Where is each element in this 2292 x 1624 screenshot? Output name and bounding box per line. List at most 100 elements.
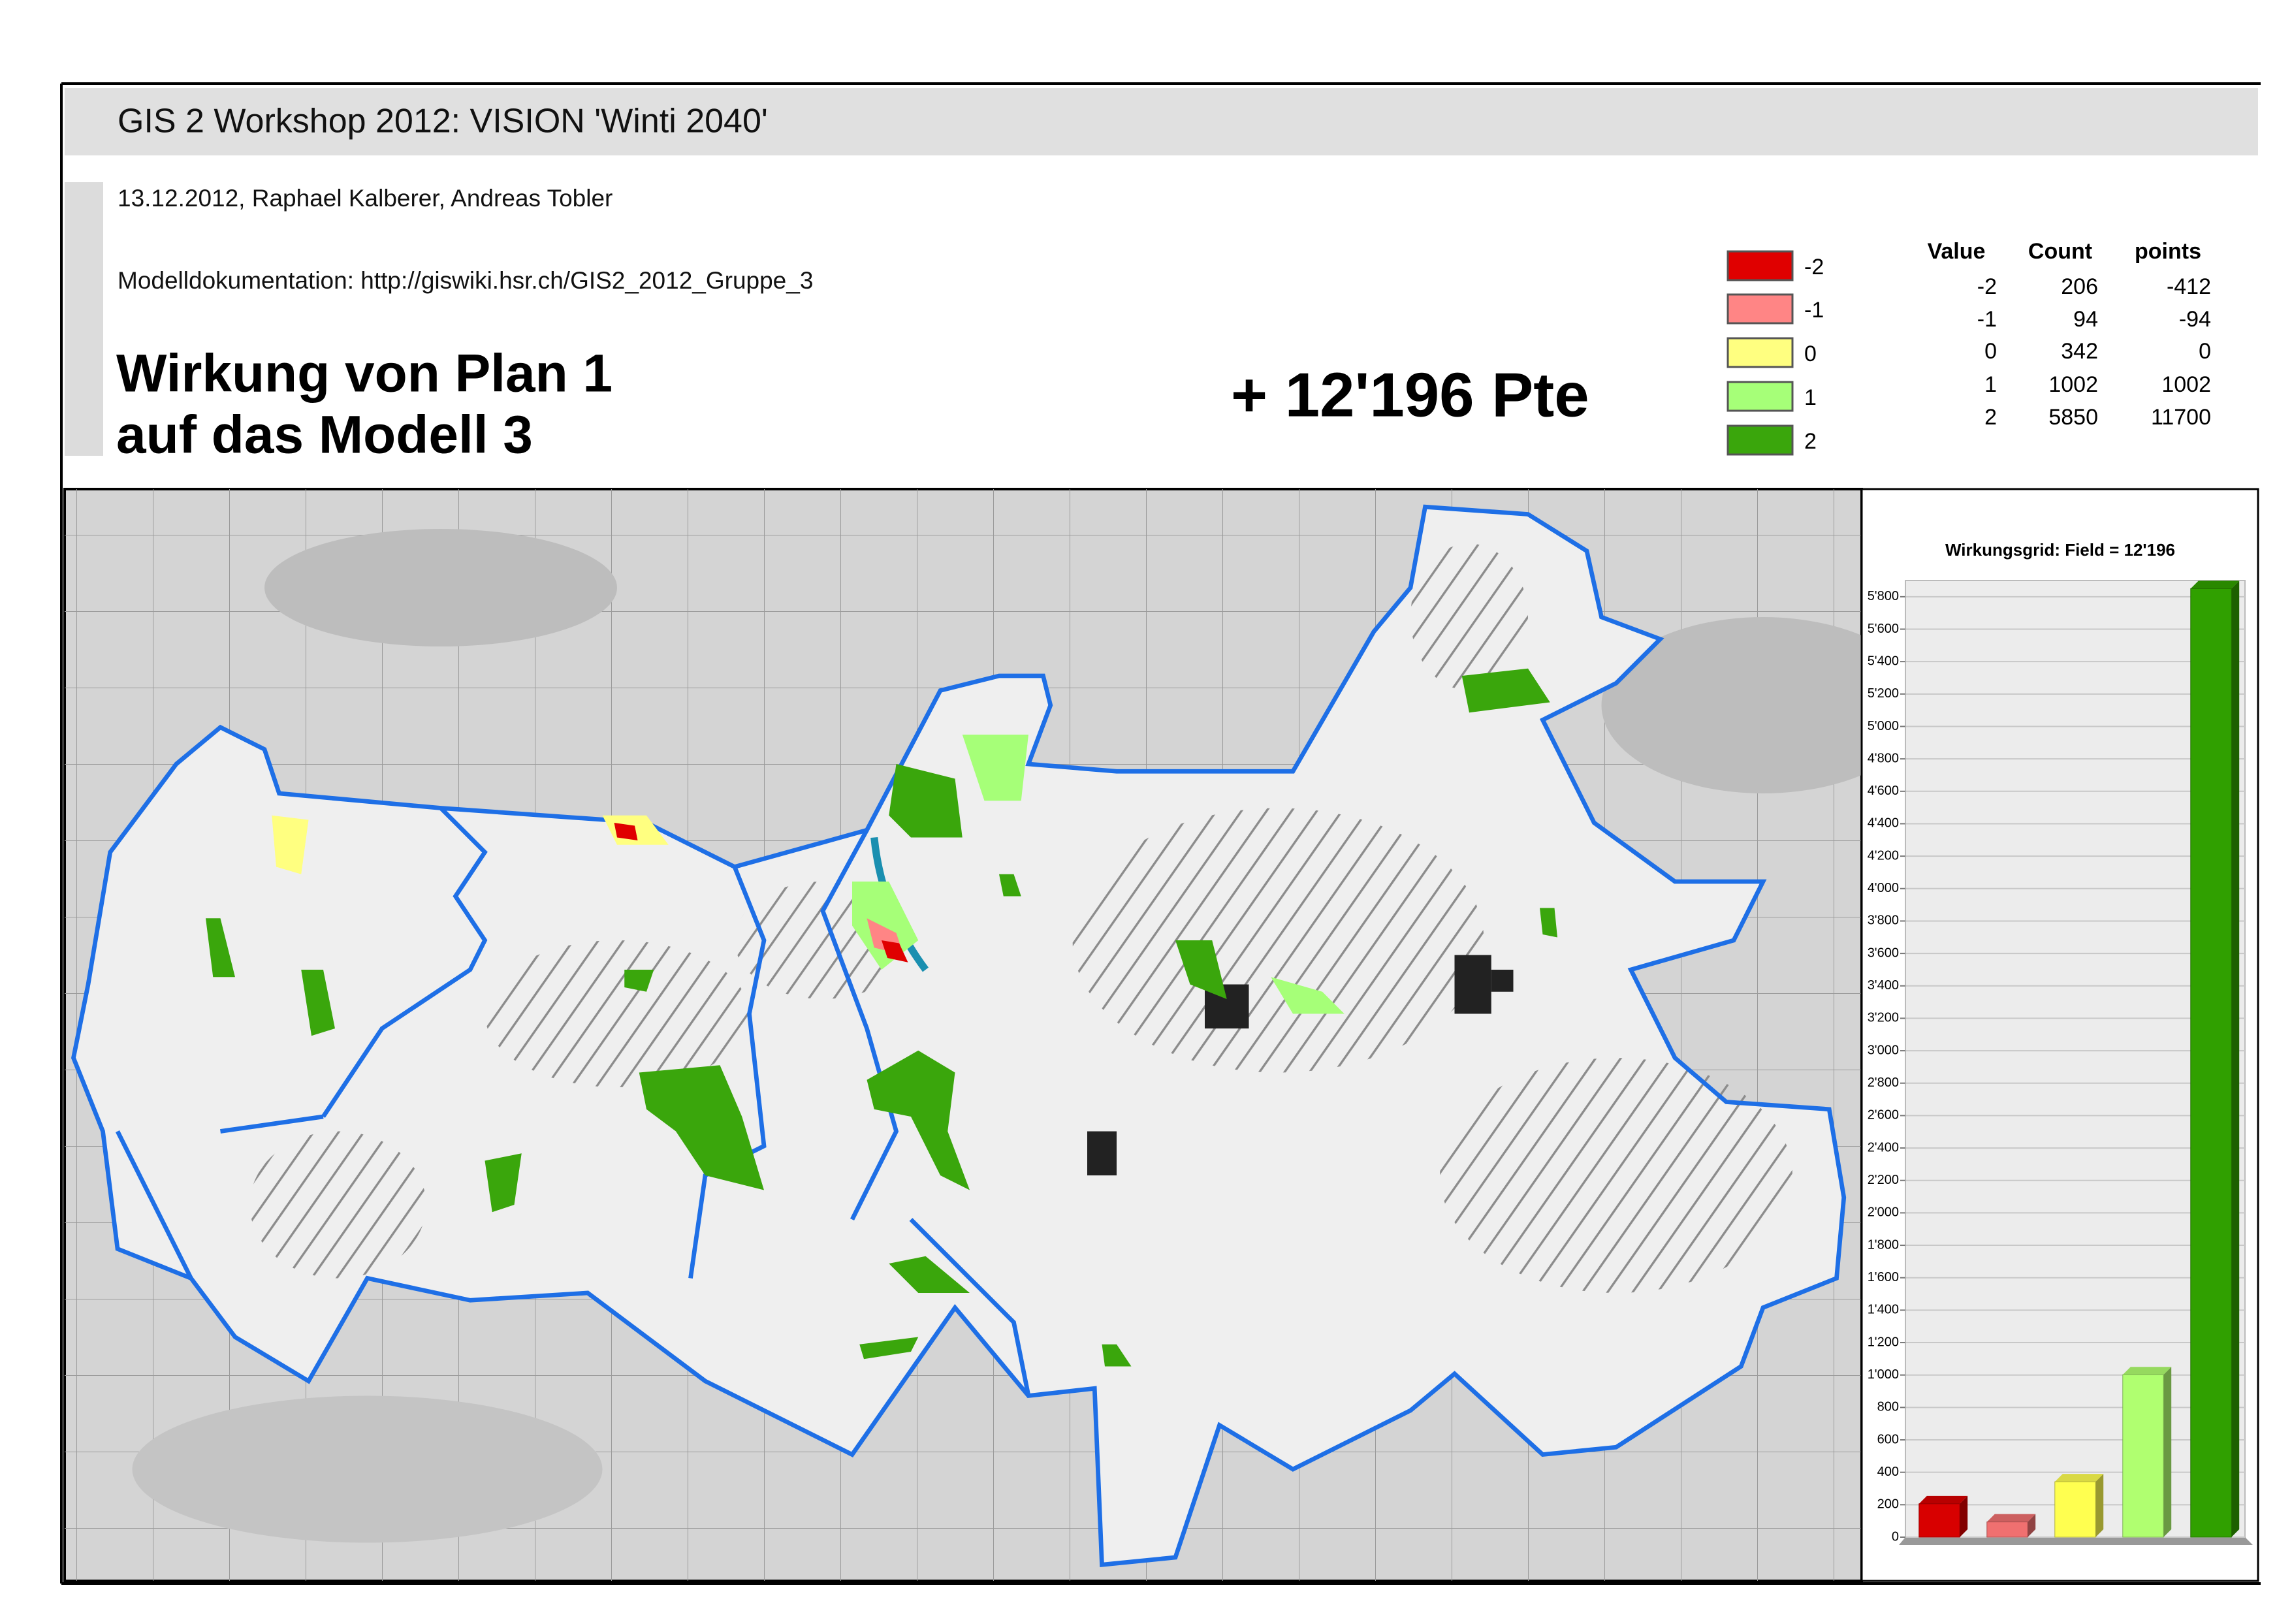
y-tick-label: 1'600	[1868, 1270, 1899, 1284]
bar-side	[2163, 1367, 2172, 1537]
patch	[852, 882, 919, 970]
bar-side	[2028, 1514, 2036, 1537]
title: GIS 2 Workshop 2012: VISION 'Winti 2040'	[118, 103, 768, 140]
patch	[999, 874, 1021, 897]
y-tick-label: 3'800	[1868, 914, 1899, 928]
y-tick-label: 800	[1877, 1400, 1899, 1414]
patch	[882, 940, 908, 963]
patch	[1461, 668, 1550, 713]
forest	[1410, 543, 1528, 691]
boundary-inner	[115, 806, 1031, 1397]
table-cell: 206	[2061, 274, 2098, 299]
y-tick-label: 4'600	[1868, 784, 1899, 798]
table-cell: 0	[1984, 339, 1997, 364]
legend-label: -1	[1804, 298, 1824, 323]
y-tick-label: 2'800	[1868, 1075, 1899, 1090]
table-cell: 5850	[2048, 405, 2098, 430]
y-tick-label: 5'600	[1868, 622, 1899, 636]
patch	[889, 764, 963, 838]
patch	[1271, 977, 1345, 1014]
side-stripe	[65, 182, 103, 456]
bar-top	[2122, 1367, 2172, 1375]
legend-swatch	[1727, 250, 1794, 281]
legend-swatch	[1727, 337, 1794, 368]
y-tick-label: 4'200	[1868, 848, 1899, 863]
patch	[1175, 940, 1227, 999]
map	[63, 488, 1925, 1582]
heading-line: Wirkung von Plan 1	[116, 344, 613, 404]
patch	[859, 1337, 919, 1360]
table-cell: -412	[2167, 274, 2211, 299]
table-header: Count	[2028, 239, 2092, 264]
bar-side	[2231, 581, 2240, 1537]
y-tick-label: 4'000	[1868, 881, 1899, 895]
bar-top	[2190, 581, 2240, 589]
table-cell: 342	[2061, 339, 2098, 364]
y-tick-label: 5'000	[1868, 719, 1899, 733]
y-tick-label: 1'800	[1868, 1237, 1899, 1252]
y-tick-label: 5'800	[1868, 589, 1899, 603]
patch	[867, 1050, 970, 1190]
bar	[1986, 1521, 2028, 1538]
legend: -2 -1 0 1 2	[1727, 250, 1824, 456]
patch	[614, 823, 638, 840]
y-tick-label: 4'400	[1868, 816, 1899, 831]
title-bar	[65, 88, 2258, 155]
relief	[1601, 617, 1925, 793]
forest	[485, 940, 750, 1087]
bar	[2190, 588, 2232, 1538]
y-tick-label: 400	[1877, 1465, 1899, 1479]
legend-label: 1	[1804, 385, 1817, 410]
value-table: Value Count points -2 206 -412 -1 94 -94 0 342 0 1 10…	[1928, 239, 2211, 430]
legend-swatch	[1727, 293, 1794, 325]
bar	[2054, 1481, 2096, 1538]
patch	[301, 970, 335, 1036]
patch	[272, 815, 309, 874]
heading-line: auf das Modell 3	[116, 406, 533, 465]
patch	[624, 970, 654, 992]
bar-side	[2095, 1474, 2104, 1537]
y-tick-label: 3'400	[1868, 978, 1899, 993]
bar	[2122, 1374, 2164, 1538]
bar-top	[1986, 1514, 2036, 1522]
bar-side	[1960, 1495, 1968, 1537]
y-tick-label: 2'600	[1868, 1108, 1899, 1122]
table-header: Value	[1928, 239, 1986, 264]
y-tick-label: 2'400	[1868, 1140, 1899, 1154]
y-tick-label: 200	[1877, 1497, 1899, 1512]
relief	[264, 529, 617, 646]
table-cell: 1002	[2161, 372, 2211, 397]
y-tick-label: 0	[1892, 1529, 1899, 1544]
y-tick-label: 1'400	[1868, 1303, 1899, 1317]
plot-area	[1905, 580, 2246, 1538]
patch	[889, 1256, 970, 1293]
y-tick-label: 2'200	[1868, 1173, 1899, 1187]
forest	[1440, 1058, 1792, 1293]
urban	[1087, 1131, 1117, 1175]
map-features	[71, 504, 1925, 1567]
legend-label: -2	[1804, 255, 1824, 279]
table-cell: -1	[1977, 307, 1997, 332]
y-tick-label: 600	[1877, 1432, 1899, 1446]
table-cell: 1	[1984, 372, 1997, 397]
y-tick-label: 1'000	[1868, 1367, 1899, 1382]
bar-top	[2054, 1474, 2104, 1482]
municipality-area	[73, 507, 1844, 1565]
y-tick-label: 2'000	[1868, 1205, 1899, 1220]
chart: Wirkungsgrid: Field = 12'196 0 200 400 600 80…	[1868, 540, 2253, 1545]
urban	[1491, 970, 1514, 992]
table-cell: 1002	[2048, 372, 2098, 397]
y-tick-label: 3'600	[1868, 946, 1899, 960]
table-header: points	[2135, 239, 2201, 264]
documentation: Modelldokumentation: http://giswiki.hsr.…	[118, 267, 813, 294]
table-cell: -2	[1977, 274, 1997, 299]
relief	[132, 1395, 603, 1543]
y-tick-label: 1'200	[1868, 1335, 1899, 1349]
table-cell: 11700	[2151, 405, 2211, 430]
patch	[1102, 1344, 1132, 1367]
date-authors: 13.12.2012, Raphael Kalberer, Andreas To…	[118, 185, 613, 212]
table-cell: 2	[1984, 405, 1997, 430]
y-tick-label: 4'800	[1868, 751, 1899, 765]
boundary	[71, 504, 1847, 1567]
